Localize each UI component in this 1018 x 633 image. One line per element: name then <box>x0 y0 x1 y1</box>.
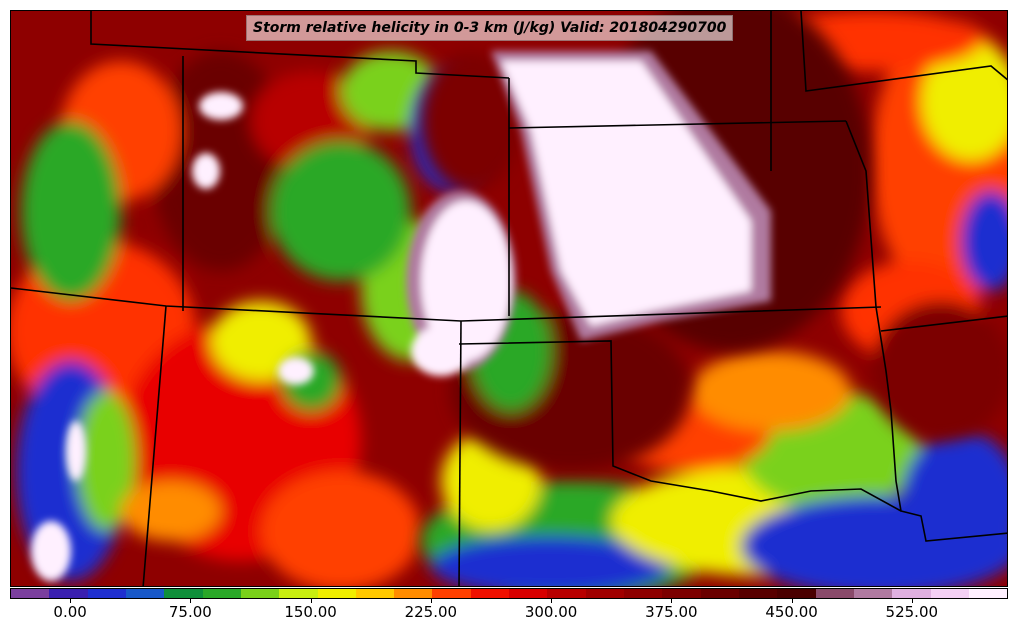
colorbar-ticks: 0.00 75.00 150.00 225.00 300.00 375.00 450.00 5… <box>10 599 1008 629</box>
helicity-map <box>10 10 1008 587</box>
map-title: Storm relative helicity in 0-3 km (J/kg)… <box>246 15 734 41</box>
colorbar-segment <box>240 589 280 598</box>
colorbar-tick <box>671 599 673 603</box>
colorbar-tick <box>551 599 553 603</box>
colorbar-segment <box>164 589 203 598</box>
colorbar-segment <box>125 589 165 598</box>
colorbar-segment <box>509 589 548 598</box>
colorbar-tick <box>310 599 312 603</box>
colorbar-segment <box>968 589 1008 598</box>
colorbar-segment <box>470 589 510 598</box>
colorbar-tick-label: 150.00 <box>284 603 337 621</box>
colorbar-segment <box>49 589 88 598</box>
colorbar-tick-label: 300.00 <box>524 603 578 621</box>
field-south <box>421 351 1007 586</box>
colorbar-segment <box>432 589 471 598</box>
colorbar-tick-label: 0.00 <box>53 603 87 621</box>
colorbar-segment <box>662 589 701 598</box>
colorbar-tick <box>190 599 192 603</box>
colorbar-segment <box>202 589 241 598</box>
colorbar-tick <box>791 599 793 603</box>
field-east <box>761 11 1007 441</box>
colorbar-tick-label: 375.00 <box>645 603 698 621</box>
colorbar-tick-label: 225.00 <box>404 603 458 621</box>
colorbar-segment <box>11 589 50 598</box>
colorbar-tick <box>70 599 72 603</box>
colorbar-tick <box>911 599 913 603</box>
colorbar-segment <box>585 589 624 598</box>
colorbar-segment <box>317 589 356 598</box>
colorbar <box>10 588 1008 599</box>
state-boundaries <box>11 11 1007 586</box>
colorbar-segment <box>279 589 318 598</box>
colorbar-segment <box>547 589 586 598</box>
colorbar-segment <box>930 589 969 598</box>
colorbar-tick-label: 525.00 <box>885 603 939 621</box>
colorbar-segment <box>738 589 778 598</box>
colorbar-segment <box>777 589 816 598</box>
colorbar-tick <box>430 599 432 603</box>
colorbar-tick-label: 75.00 <box>168 603 212 621</box>
map-field <box>11 11 1007 586</box>
colorbar-segment <box>892 589 931 598</box>
colorbar-segment <box>624 589 663 598</box>
colorbar-segment <box>815 589 854 598</box>
colorbar-tick-label: 450.00 <box>765 603 818 621</box>
colorbar-segment <box>87 589 126 598</box>
colorbar-segment <box>355 589 395 598</box>
colorbar-segment <box>700 589 739 598</box>
colorbar-segment <box>394 589 433 598</box>
colorbar-segment <box>853 589 893 598</box>
